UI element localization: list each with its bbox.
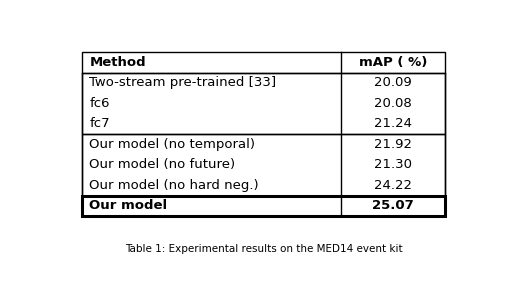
Text: fc6: fc6 bbox=[89, 97, 110, 110]
Text: Our model: Our model bbox=[89, 200, 168, 212]
Text: Method: Method bbox=[89, 56, 146, 69]
Text: Our model (no hard neg.): Our model (no hard neg.) bbox=[89, 179, 259, 192]
Text: 21.92: 21.92 bbox=[374, 138, 412, 151]
Text: 20.08: 20.08 bbox=[374, 97, 412, 110]
Text: 25.07: 25.07 bbox=[372, 200, 414, 212]
Bar bbox=[82, 52, 445, 216]
Text: 21.24: 21.24 bbox=[374, 117, 412, 130]
Text: mAP ( %): mAP ( %) bbox=[359, 56, 427, 69]
Text: Table 1: Experimental results on the MED14 event kit: Table 1: Experimental results on the MED… bbox=[124, 244, 402, 254]
Text: fc7: fc7 bbox=[89, 117, 110, 130]
Text: Two-stream pre-trained [33]: Two-stream pre-trained [33] bbox=[89, 76, 277, 89]
Text: 24.22: 24.22 bbox=[374, 179, 412, 192]
Text: Our model (no future): Our model (no future) bbox=[89, 158, 235, 171]
Bar bbox=[82, 73, 445, 134]
Text: 21.30: 21.30 bbox=[374, 158, 412, 171]
Bar bbox=[82, 196, 445, 216]
Bar bbox=[82, 134, 445, 196]
Text: Our model (no temporal): Our model (no temporal) bbox=[89, 138, 255, 151]
Text: 20.09: 20.09 bbox=[374, 76, 412, 89]
